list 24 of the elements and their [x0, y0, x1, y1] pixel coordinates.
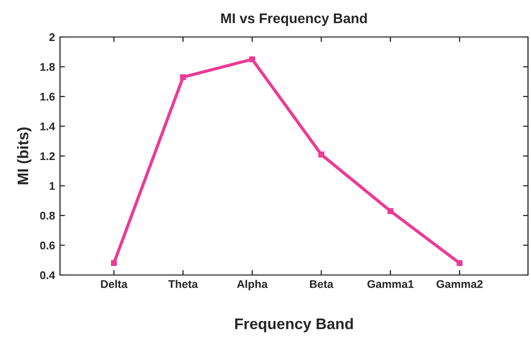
point [318, 152, 324, 158]
x-tick-label: Gamma2 [436, 280, 483, 288]
point [456, 260, 463, 266]
x-tick-label: Gamma1 [367, 280, 414, 288]
point [387, 208, 394, 214]
x-tick-label: Theta [168, 280, 198, 288]
point [249, 56, 256, 62]
y-tick-label: 2 [49, 33, 55, 42]
y-tick-label: 0.8 [40, 212, 55, 220]
point [110, 260, 117, 266]
x-tick-label: Delta [101, 280, 128, 288]
y-tick-label: 0.4 [40, 271, 56, 280]
y-tick-label: 1.6 [40, 92, 55, 101]
chart-title: MI vs Frequency Band [221, 13, 367, 26]
y-tick-label: 1.2 [40, 152, 55, 160]
y-tick-label: 0.6 [40, 242, 55, 250]
y-tick-label: 1.4 [40, 122, 56, 130]
x-tick-label: Beta [310, 280, 334, 288]
y-tick-label: 1 [50, 182, 55, 190]
x-axis-title: Frequency Band [235, 318, 353, 332]
x-tick-label: Alpha [237, 280, 268, 290]
y-tick-label: 1.8 [40, 63, 55, 71]
y-axis-title: MI (bits) [17, 127, 32, 184]
point [180, 74, 186, 80]
